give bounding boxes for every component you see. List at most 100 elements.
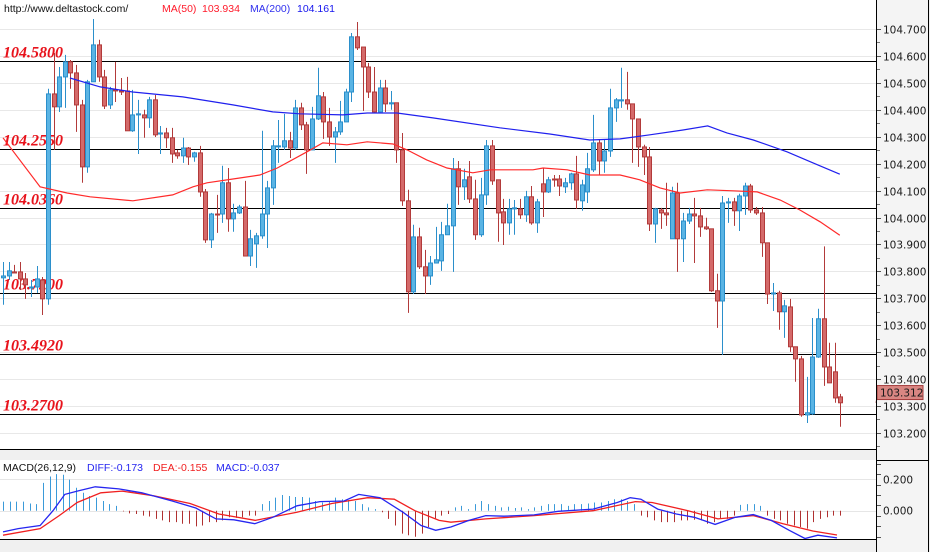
candle-bullish bbox=[254, 235, 259, 245]
candle-bearish bbox=[153, 99, 158, 136]
level-label: 104.0360 bbox=[3, 192, 63, 209]
candle-bullish bbox=[349, 36, 354, 93]
candle-bullish bbox=[726, 201, 731, 204]
main-plot-area[interactable] bbox=[0, 0, 876, 449]
candle-bullish bbox=[130, 114, 135, 132]
candle-bearish bbox=[119, 90, 124, 93]
source-url[interactable]: http://www.deltastock.com/ bbox=[4, 3, 128, 15]
candle-bearish bbox=[518, 208, 523, 216]
axis-tick-label: 103.300 bbox=[883, 402, 926, 414]
candle-bearish bbox=[456, 168, 461, 188]
grid-lines bbox=[0, 29, 876, 434]
candle-bullish bbox=[147, 99, 152, 119]
candle-bearish bbox=[164, 132, 169, 139]
candle-bearish bbox=[490, 145, 495, 182]
candle-bullish bbox=[591, 142, 596, 171]
candle-bullish bbox=[681, 220, 686, 240]
candle-bearish bbox=[423, 266, 428, 277]
candle-bearish bbox=[142, 114, 147, 119]
candle-bullish bbox=[35, 278, 40, 288]
candle-bearish bbox=[243, 206, 248, 257]
candle-bearish bbox=[692, 213, 697, 217]
candle-bearish bbox=[675, 192, 680, 240]
candle-bearish bbox=[552, 178, 557, 181]
candle-bearish bbox=[704, 226, 709, 230]
current-price-label: 103.312 bbox=[880, 388, 923, 400]
candle-bullish bbox=[389, 102, 394, 105]
moving-averages bbox=[2, 77, 841, 236]
candle-bearish bbox=[288, 140, 293, 149]
candle-bearish bbox=[125, 90, 130, 132]
candle-bullish bbox=[260, 213, 265, 237]
candle-bullish bbox=[181, 147, 186, 157]
candle-bearish bbox=[366, 66, 371, 93]
candle-bearish bbox=[406, 200, 411, 293]
ma50-label: MA(50) bbox=[162, 3, 196, 15]
candle-bullish bbox=[378, 87, 383, 113]
ma50-line bbox=[2, 137, 841, 236]
candle-bearish bbox=[715, 290, 720, 302]
candle-bearish bbox=[760, 212, 765, 244]
candle-bearish bbox=[732, 201, 737, 212]
candle-bearish bbox=[361, 46, 366, 68]
macd-dea-value: DEA:-0.155 bbox=[153, 462, 207, 474]
macd-axis-label: 0.000 bbox=[883, 506, 913, 518]
candle-bearish bbox=[97, 44, 102, 78]
ma200-label: MA(200) bbox=[250, 3, 290, 15]
candle-bearish bbox=[659, 209, 664, 214]
candle-bearish bbox=[467, 176, 472, 200]
macd-diff-line bbox=[2, 486, 838, 540]
candle-bearish bbox=[793, 346, 798, 360]
candle-bullish bbox=[231, 212, 236, 220]
candle-bullish bbox=[91, 44, 96, 83]
candle-bearish bbox=[215, 213, 220, 216]
candle-bullish bbox=[209, 213, 214, 241]
candle-bullish bbox=[29, 286, 34, 289]
candle-bullish bbox=[237, 206, 242, 214]
candle-bearish bbox=[597, 142, 602, 162]
candle-bullish bbox=[85, 81, 90, 168]
candle-bearish bbox=[529, 196, 534, 224]
level-label: 103.7200 bbox=[3, 277, 63, 294]
candle-bearish bbox=[383, 87, 388, 105]
candle-bearish bbox=[68, 61, 73, 74]
ma200-value: 104.161 bbox=[297, 3, 335, 15]
axis-tick-label: 103.700 bbox=[883, 294, 926, 306]
candle-bullish bbox=[445, 225, 450, 236]
macd-plot-area[interactable] bbox=[0, 460, 876, 539]
candle-bearish bbox=[574, 173, 579, 201]
candle-bearish bbox=[299, 107, 304, 126]
axis-tick-label: 103.200 bbox=[883, 429, 926, 441]
candle-bearish bbox=[788, 306, 793, 348]
candle-bearish bbox=[175, 152, 180, 157]
candle-bearish bbox=[748, 185, 753, 211]
candle-bullish bbox=[276, 145, 281, 148]
candle-bullish bbox=[619, 99, 624, 102]
candle-bullish bbox=[670, 192, 675, 240]
price-axis: 104.700 104.600 104.500 104.400 104.300 104.2… bbox=[875, 25, 926, 447]
candle-bullish bbox=[614, 99, 619, 109]
candle-bearish bbox=[18, 271, 23, 280]
candle-bearish bbox=[198, 152, 203, 193]
candle-bullish bbox=[1, 275, 6, 279]
ma200-line bbox=[69, 77, 841, 175]
candle-bearish bbox=[625, 99, 630, 105]
candle-bearish bbox=[327, 121, 332, 138]
macd-indicator: 0.200 0.000 bbox=[0, 464, 913, 540]
candle-bearish bbox=[23, 278, 28, 286]
candle-bullish bbox=[585, 168, 590, 193]
ma50-value: 103.934 bbox=[202, 3, 240, 15]
axis-tick-label: 103.500 bbox=[883, 348, 926, 360]
candle-bearish bbox=[304, 124, 309, 151]
candle-bearish bbox=[473, 198, 478, 236]
candle-bullish bbox=[524, 196, 529, 216]
candle-bearish bbox=[698, 215, 703, 228]
level-label: 103.4920 bbox=[3, 338, 63, 355]
candle-bullish bbox=[535, 201, 540, 224]
candle-bullish bbox=[57, 76, 62, 108]
candle-bullish bbox=[108, 89, 113, 106]
axis-tick-label: 103.400 bbox=[883, 375, 926, 387]
candle-bullish bbox=[7, 270, 12, 277]
candle-bearish bbox=[186, 147, 191, 158]
